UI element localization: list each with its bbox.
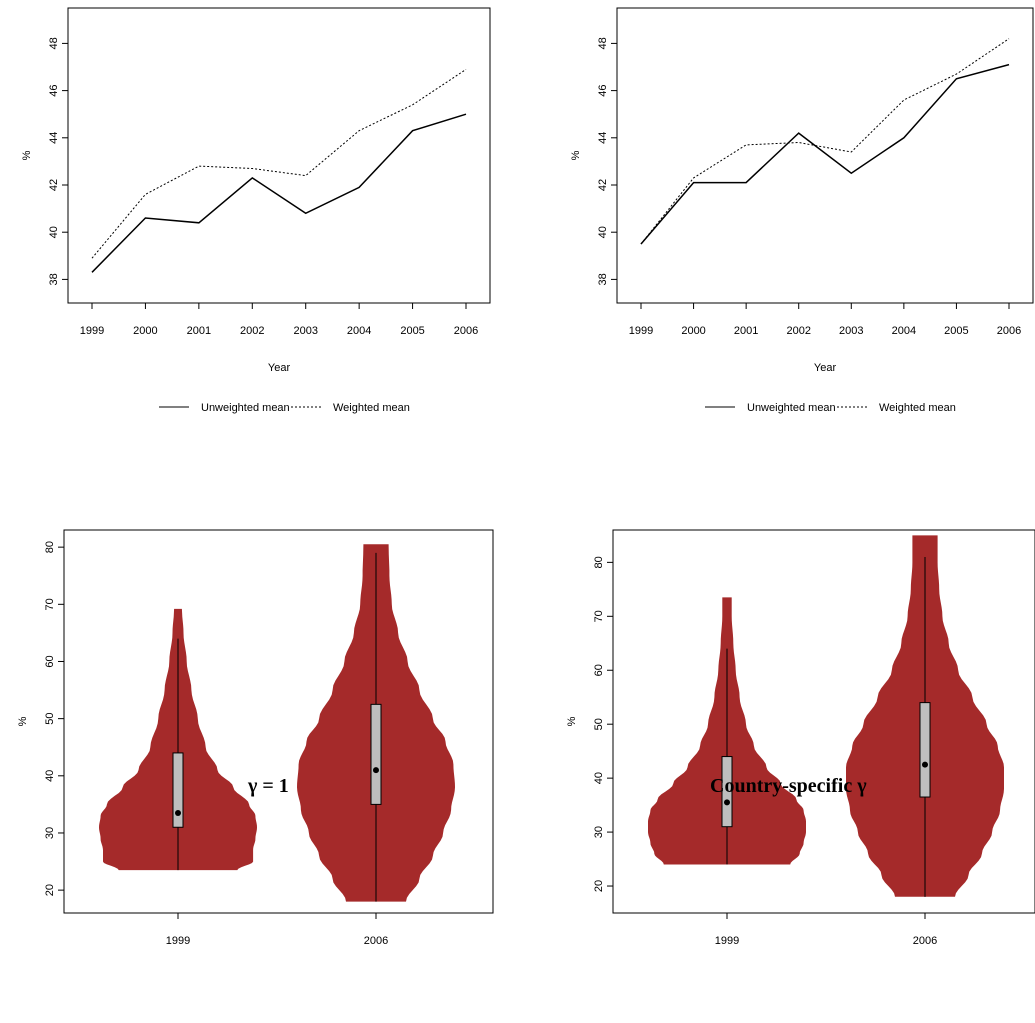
x-tick-label: 1999 bbox=[715, 935, 739, 947]
x-tick-label: 2004 bbox=[892, 325, 916, 337]
y-tick-label: 38 bbox=[48, 273, 60, 285]
legend-label-1: Unweighted mean bbox=[747, 402, 836, 414]
y-tick-label: 48 bbox=[597, 37, 609, 49]
y-tick-label: 60 bbox=[44, 655, 56, 667]
violin-chart-2: 20 30 40 50 60 70 80% 1999 2006 bbox=[566, 529, 1035, 947]
plot-frame bbox=[612, 529, 1035, 914]
x-tick-label: 2001 bbox=[187, 325, 211, 337]
y-tick-label: 70 bbox=[593, 610, 605, 622]
y-tick-label: 46 bbox=[597, 84, 609, 96]
x-tick-label: 2006 bbox=[454, 325, 478, 337]
series-line-2 bbox=[91, 68, 467, 259]
violin-median-1 bbox=[724, 799, 730, 806]
x-tick-label: 1999 bbox=[629, 325, 653, 337]
y-tick-label: 44 bbox=[597, 132, 609, 144]
x-tick-label: 2001 bbox=[734, 325, 758, 337]
legend-label-2: Weighted mean bbox=[879, 402, 956, 414]
y-tick-label: 42 bbox=[597, 179, 609, 191]
y-tick-label: 70 bbox=[44, 598, 56, 610]
violin-median-2 bbox=[373, 767, 379, 774]
x-tick-label: 2006 bbox=[913, 935, 937, 947]
x-tick-label: 2004 bbox=[347, 325, 371, 337]
plot-frame bbox=[616, 7, 1034, 304]
x-tick-label: 2003 bbox=[293, 325, 317, 337]
line-chart-2: 38 40 42 44 46 48% 1999 2000 2001 2002 2003 2004 200… bbox=[570, 7, 1034, 414]
violin-box-1 bbox=[721, 756, 733, 828]
x-tick-label: 2005 bbox=[400, 325, 424, 337]
x-tick-label: 2005 bbox=[944, 325, 968, 337]
y-tick-label: 80 bbox=[44, 541, 56, 553]
violin-box-2 bbox=[919, 702, 931, 798]
violin-median-1 bbox=[175, 809, 181, 816]
y-tick-label: 46 bbox=[48, 84, 60, 96]
y-tick-label: 40 bbox=[44, 770, 56, 782]
x-tick-label: 2006 bbox=[364, 935, 388, 947]
plot-frame bbox=[67, 7, 491, 304]
x-tick-label: 2002 bbox=[786, 325, 810, 337]
violin-box-2 bbox=[370, 703, 382, 805]
violin-chart-1: 20 30 40 50 60 70 80% 1999 2006 bbox=[17, 529, 494, 947]
y-tick-label: 44 bbox=[48, 132, 60, 144]
y-tick-label: 30 bbox=[44, 827, 56, 839]
violin-median-2 bbox=[922, 761, 928, 768]
y-tick-label: 20 bbox=[593, 880, 605, 892]
y-axis-label: % bbox=[21, 150, 33, 160]
x-axis-label: Year bbox=[814, 362, 837, 374]
y-tick-label: 30 bbox=[593, 826, 605, 838]
y-axis-label: % bbox=[566, 716, 578, 726]
y-tick-label: 40 bbox=[48, 226, 60, 238]
x-tick-label: 2003 bbox=[839, 325, 863, 337]
x-tick-label: 2006 bbox=[997, 325, 1021, 337]
violin-box-1 bbox=[172, 752, 184, 828]
x-tick-label: 2000 bbox=[681, 325, 705, 337]
legend-label-1: Unweighted mean bbox=[201, 402, 290, 414]
x-tick-label: 2002 bbox=[240, 325, 264, 337]
y-tick-label: 60 bbox=[593, 664, 605, 676]
y-tick-label: 50 bbox=[44, 713, 56, 725]
y-tick-label: 42 bbox=[48, 179, 60, 191]
y-axis-label: % bbox=[570, 150, 582, 160]
y-tick-label: 40 bbox=[593, 772, 605, 784]
line-chart-1: 38 40 42 44 46 48% 1999 2000 2001 2002 2003 2004 200… bbox=[21, 7, 491, 414]
caption-left: γ = 1 bbox=[248, 775, 289, 797]
caption-right: Country-specific γ bbox=[710, 775, 867, 797]
y-tick-label: 48 bbox=[48, 37, 60, 49]
y-tick-label: 80 bbox=[593, 556, 605, 568]
y-tick-label: 50 bbox=[593, 718, 605, 730]
y-tick-label: 38 bbox=[597, 273, 609, 285]
x-tick-label: 1999 bbox=[80, 325, 104, 337]
y-tick-label: 20 bbox=[44, 884, 56, 896]
legend-label-2: Weighted mean bbox=[333, 402, 410, 414]
series-line-2 bbox=[640, 38, 1010, 245]
y-tick-label: 40 bbox=[597, 226, 609, 238]
x-axis-label: Year bbox=[268, 362, 291, 374]
x-tick-label: 2000 bbox=[133, 325, 157, 337]
y-axis-label: % bbox=[17, 716, 29, 726]
series-line-1 bbox=[91, 113, 467, 273]
plot-frame bbox=[63, 529, 494, 914]
x-tick-label: 1999 bbox=[166, 935, 190, 947]
series-line-1 bbox=[640, 63, 1010, 245]
